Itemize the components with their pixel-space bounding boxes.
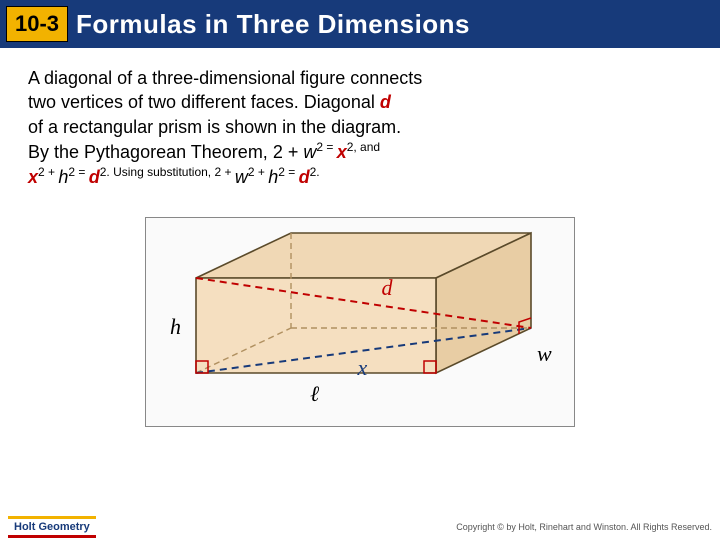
label-d: d [382, 275, 393, 301]
var-x-1: x [337, 142, 347, 162]
para-line1: A diagonal of a three-dimensional figure… [28, 68, 422, 88]
footer-brand: Holt Geometry [8, 516, 96, 538]
var-d-3: d [299, 167, 310, 187]
label-h: h [170, 314, 181, 340]
slide-header: 10-3 Formulas in Three Dimensions [0, 0, 720, 48]
sup-4: 2 = [68, 165, 88, 179]
var-h-2: h [268, 167, 278, 187]
para-line2a: two vertices of two different faces. Dia… [28, 92, 380, 112]
para-line3: of a rectangular prism is shown in the d… [28, 117, 401, 137]
body-paragraph: A diagonal of a three-dimensional figure… [0, 48, 720, 199]
sup-2: 2, and [347, 140, 380, 154]
slide-title: Formulas in Three Dimensions [76, 9, 470, 40]
sup-7: 2 = [278, 165, 298, 179]
label-x: x [358, 355, 368, 381]
var-h-1: h [58, 167, 68, 187]
var-w-1: w [303, 142, 316, 162]
para-line4a: By the Pythagorean Theorem, [28, 142, 273, 162]
sup-1: 2 = [316, 140, 336, 154]
diagram-container: h d x w ℓ [0, 217, 720, 427]
var-d-2: d [89, 167, 100, 187]
footer-copyright: Copyright © by Holt, Rinehart and Winsto… [456, 522, 712, 532]
var-d-1: d [380, 92, 391, 112]
exp-2a: 2 + [273, 142, 304, 162]
sup-6: 2 + [248, 165, 268, 179]
slide-footer: Holt Geometry Copyright © by Holt, Rineh… [0, 514, 720, 540]
sup-8: 2. [310, 165, 320, 179]
var-x-2: x [28, 167, 38, 187]
var-w-2: w [235, 167, 248, 187]
sup-3: 2 + [38, 165, 58, 179]
sup-5: 2. Using substitution, 2 + [100, 165, 235, 179]
lesson-number-badge: 10-3 [6, 6, 68, 42]
prism-diagram: h d x w ℓ [145, 217, 575, 427]
label-l: ℓ [310, 381, 319, 407]
label-w: w [537, 341, 552, 367]
prism-svg [146, 218, 576, 428]
